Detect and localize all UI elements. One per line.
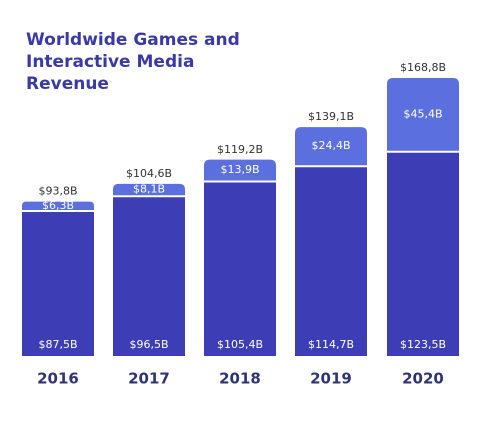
bar-segment — [295, 127, 367, 166]
bar-segment — [22, 212, 94, 356]
segment-label: $87,5B — [38, 338, 77, 351]
x-tick-label: 2020 — [402, 370, 444, 388]
x-tick-label: 2016 — [37, 370, 79, 388]
x-tick-label: 2017 — [128, 370, 170, 388]
bar-segment — [113, 197, 185, 356]
segment-label: $45,4B — [403, 107, 442, 120]
segment-label: $105,4B — [217, 338, 263, 351]
segment-label: $123,5B — [400, 338, 446, 351]
chart-title: Worldwide Games and — [26, 30, 240, 50]
x-tick-label: 2018 — [219, 370, 261, 388]
bar-segment — [387, 152, 459, 356]
bar-segment — [295, 167, 367, 356]
total-label: $119,2B — [217, 143, 263, 156]
segment-label: $13,9B — [220, 163, 259, 176]
bar-segment — [387, 78, 459, 151]
bar-segment — [22, 201, 94, 210]
total-label: $168,8B — [400, 61, 446, 74]
total-label: $93,8B — [38, 185, 77, 198]
total-label: $104,6B — [126, 167, 172, 180]
bar-segment — [113, 183, 185, 196]
chart-title: Interactive Media — [26, 52, 194, 72]
segment-label: $6,3B — [42, 199, 74, 212]
total-label: $139,1B — [308, 110, 354, 123]
segment-label: $114,7B — [308, 338, 354, 351]
x-tick-label: 2019 — [310, 370, 352, 388]
bar-segment — [204, 182, 276, 356]
segment-label: $24,4B — [311, 139, 350, 152]
segment-label: $8,1B — [133, 183, 165, 196]
bar-segment — [204, 159, 276, 181]
segment-label: $96,5B — [129, 338, 168, 351]
chart-title: Revenue — [26, 74, 109, 94]
